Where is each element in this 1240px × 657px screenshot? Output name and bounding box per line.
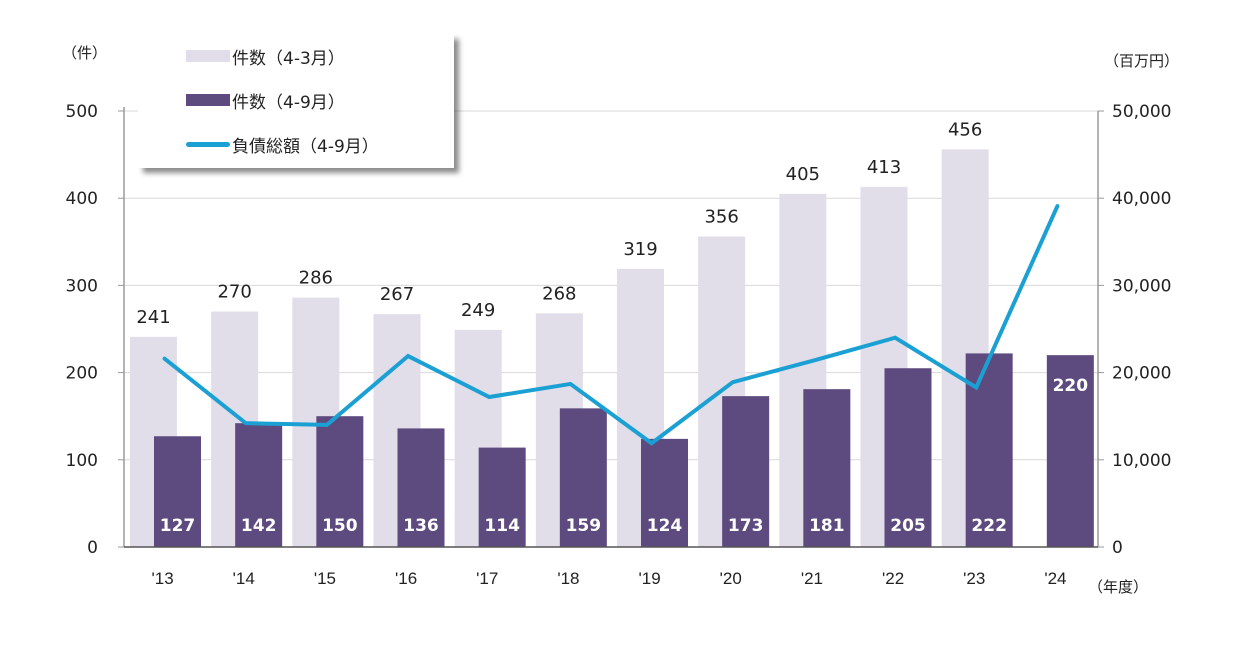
data-label-half-year: 181 bbox=[809, 516, 845, 536]
left-tick-label: 0 bbox=[87, 538, 98, 558]
legend-label: 件数（4-9月） bbox=[232, 92, 345, 113]
data-label-full-year: 319 bbox=[623, 239, 657, 260]
bar-half-year bbox=[235, 423, 283, 547]
right-axis-unit: （百万円） bbox=[1104, 52, 1179, 70]
x-tick-label: '17 bbox=[476, 569, 498, 588]
data-label-half-year: 124 bbox=[647, 516, 683, 536]
legend-item-half-year: 件数（4-9月） bbox=[186, 88, 345, 113]
left-tick-label: 200 bbox=[66, 364, 98, 384]
line-series bbox=[162, 204, 1060, 446]
data-label-full-year: 267 bbox=[380, 284, 414, 305]
data-label-full-year: 413 bbox=[867, 157, 901, 178]
right-tick-label: 0 bbox=[1112, 538, 1123, 558]
x-tick-label: '22 bbox=[882, 569, 904, 588]
x-tick-label: '20 bbox=[720, 569, 742, 588]
legend-item-full-year: 件数（4-3月） bbox=[186, 44, 345, 69]
bar-half-year bbox=[559, 408, 607, 547]
data-label-half-year: 222 bbox=[971, 516, 1007, 536]
data-label-half-year: 150 bbox=[322, 516, 358, 536]
x-tick-label: '15 bbox=[314, 569, 336, 588]
data-label-half-year: 127 bbox=[160, 516, 196, 536]
data-label-half-year: 173 bbox=[728, 516, 764, 536]
data-label-full-year: 405 bbox=[786, 164, 820, 185]
left-axis-unit: （件） bbox=[62, 44, 107, 62]
x-tick-label: '21 bbox=[801, 569, 823, 588]
data-label-full-year: 270 bbox=[217, 282, 251, 303]
right-tick-label: 20,000 bbox=[1112, 364, 1171, 384]
x-tick-label: '23 bbox=[963, 569, 985, 588]
tick-labels: 0 100 200 300 400 500 0 10,000 20,000 30,000 40,00… bbox=[66, 102, 1172, 588]
legend-swatch-light bbox=[186, 50, 230, 62]
x-tick-label: '16 bbox=[395, 569, 417, 588]
legend: 件数（4-3月） 件数（4-9月） 負債総額（4-9月） bbox=[138, 34, 454, 168]
legend-label: 件数（4-3月） bbox=[232, 48, 345, 69]
x-tick-label: '24 bbox=[1044, 569, 1066, 588]
x-tick-label: '18 bbox=[557, 569, 579, 588]
legend-item-liabilities: 負債総額（4-9月） bbox=[186, 132, 379, 157]
bar-half-year bbox=[803, 389, 851, 547]
legend-swatch-line bbox=[186, 141, 230, 147]
bar-half-year bbox=[154, 436, 201, 547]
bar-half-year bbox=[722, 396, 770, 547]
x-tick-label: '19 bbox=[639, 569, 661, 588]
data-label-half-year: 205 bbox=[890, 516, 926, 536]
data-label-half-year: 159 bbox=[566, 516, 602, 536]
left-tick-label: 100 bbox=[66, 451, 98, 471]
left-tick-label: 500 bbox=[66, 102, 98, 122]
data-label-full-year: 356 bbox=[704, 207, 738, 228]
data-label-half-year: 136 bbox=[403, 516, 439, 536]
right-tick-label: 10,000 bbox=[1112, 451, 1171, 471]
data-label-half-year: 114 bbox=[484, 516, 520, 536]
x-tick-label: '13 bbox=[152, 569, 174, 588]
data-label-full-year: 456 bbox=[948, 119, 982, 140]
bar-half-year bbox=[641, 438, 688, 547]
legend-label: 負債総額（4-9月） bbox=[232, 136, 379, 157]
data-label-half-year: 142 bbox=[241, 516, 277, 536]
bar-half-year bbox=[316, 416, 364, 547]
left-tick-label: 300 bbox=[66, 276, 98, 296]
right-tick-label: 30,000 bbox=[1112, 276, 1171, 296]
axes bbox=[118, 107, 1104, 548]
data-labels: 241 270 286 267 249 268 319 356 405 413 456 127 142 1… bbox=[136, 119, 1088, 536]
data-label-half-year: 220 bbox=[1053, 376, 1089, 396]
right-tick-label: 50,000 bbox=[1112, 102, 1171, 122]
data-label-full-year: 249 bbox=[461, 300, 495, 321]
bar-half-year bbox=[884, 368, 932, 547]
data-label-full-year: 268 bbox=[542, 283, 576, 304]
data-label-full-year: 241 bbox=[136, 307, 170, 328]
x-tick-label: '14 bbox=[233, 569, 255, 588]
bar-half-year bbox=[1046, 355, 1094, 547]
bar-half-year bbox=[397, 428, 445, 547]
data-label-full-year: 286 bbox=[299, 268, 333, 289]
liabilities-line bbox=[162, 204, 1060, 446]
right-tick-label: 40,000 bbox=[1112, 189, 1171, 209]
legend-swatch-dark bbox=[186, 94, 230, 106]
bar-half-year bbox=[478, 447, 526, 547]
x-axis-unit: （年度） bbox=[1088, 578, 1148, 596]
left-tick-label: 400 bbox=[66, 189, 98, 209]
